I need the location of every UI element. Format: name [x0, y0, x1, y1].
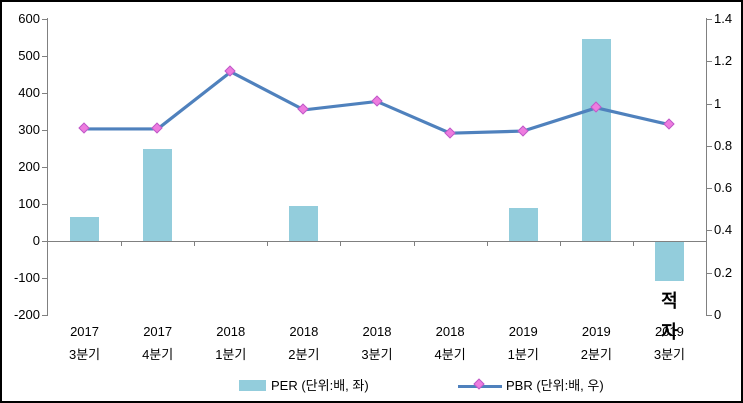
left-axis-tick-label: -100 — [13, 270, 40, 285]
right-axis-tick-label: 0.6 — [714, 180, 733, 196]
x-axis-category-line: 4분기 — [434, 347, 466, 362]
x-axis-category-label: 2017 3분기 — [49, 320, 121, 366]
right-axis-tick — [707, 103, 712, 105]
left-axis-tick-label: 600 — [18, 11, 40, 26]
pbr-marker-2017-3분기 — [78, 122, 90, 135]
x-axis-tick — [413, 242, 415, 246]
x-axis-category-label: 2018 3분기 — [341, 320, 413, 366]
x-axis-category-line: 2019 — [581, 324, 611, 339]
x-axis-category-line: 2018 — [435, 324, 465, 339]
x-axis-category-line: 2분기 — [580, 347, 612, 362]
x-axis-category-label: 2018 1분기 — [195, 320, 267, 366]
pbr-marker-2018-3분기 — [370, 95, 383, 107]
pbr-marker-2017-4분기 — [151, 122, 163, 135]
x-axis-line — [48, 241, 707, 242]
right-axis-tick — [707, 315, 712, 316]
pbr-legend-label: PBR (단위:배, 우) — [506, 378, 604, 393]
deficit-annotation-line: 적 — [661, 291, 678, 311]
x-axis-category-label: 2017 4분기 — [122, 320, 194, 366]
right-axis-tick — [707, 61, 712, 63]
pbr-marker-2019-1분기 — [517, 124, 529, 137]
left-axis-tick-label: -200 — [13, 307, 40, 322]
x-axis-tick — [267, 242, 269, 246]
bar-2019-3분기 — [654, 242, 684, 281]
right-axis-tick-label: 0.8 — [714, 137, 733, 153]
x-axis-category-line: 2018 — [362, 324, 392, 339]
pbr-marker-2018-4분기 — [443, 126, 456, 139]
x-axis-category-label: 2018 2분기 — [268, 320, 340, 366]
x-axis-category-line: 2017 — [70, 324, 99, 339]
x-axis-tick — [194, 242, 196, 246]
right-axis-tick-label: 1.2 — [714, 53, 733, 69]
x-axis-category-label: 2019 3분기 — [633, 320, 705, 366]
left-axis-tick — [42, 278, 47, 279]
x-axis-category-line: 4분기 — [142, 347, 174, 362]
deficit-annotation-line: 자 — [661, 322, 678, 342]
x-axis-category-label: 2019 2분기 — [560, 320, 632, 366]
x-axis-category-line: 3분기 — [68, 347, 101, 362]
x-axis-category-line: 2019 — [508, 324, 538, 339]
x-axis-category-line: 1분기 — [215, 347, 247, 362]
right-axis-tick — [707, 230, 712, 232]
right-axis-tick — [707, 19, 712, 20]
x-axis-tick — [559, 242, 561, 246]
bar-2017-3분기 — [70, 216, 100, 241]
left-axis-tick-label: 400 — [18, 85, 40, 100]
x-axis-tick — [632, 242, 634, 246]
x-axis-category-line: 1분기 — [507, 347, 539, 362]
x-axis-category-line: 2017 — [143, 324, 173, 339]
left-axis-tick-label: 100 — [18, 196, 40, 211]
left-axis-tick — [42, 130, 47, 131]
left-axis-tick-label: 500 — [18, 48, 40, 63]
per-legend-swatch — [239, 380, 266, 391]
x-axis-category-label: 2019 1분기 — [487, 320, 559, 366]
x-axis-category-label: 2018 4분기 — [414, 320, 486, 366]
right-axis-tick-label: 1.4 — [714, 11, 733, 26]
left-axis-tick-label: 200 — [18, 159, 40, 174]
right-axis-tick-label: 0.2 — [714, 264, 733, 280]
pbr-marker-2018-1분기 — [224, 65, 236, 78]
right-axis-line — [706, 18, 707, 316]
pbr-marker-2019-3분기 — [663, 118, 675, 130]
left-axis-tick — [42, 315, 47, 316]
left-axis-tick — [42, 93, 47, 94]
bar-2019-1분기 — [508, 207, 538, 241]
x-axis-category-line: 2018 — [289, 324, 319, 339]
left-axis-tick-label: 300 — [18, 122, 40, 137]
left-axis-tick — [42, 241, 47, 242]
x-axis-tick — [121, 242, 123, 246]
right-axis-tick — [707, 145, 712, 147]
left-axis-tick — [42, 19, 47, 20]
x-axis-category-line: 2분기 — [288, 347, 320, 362]
x-axis-tick — [486, 242, 488, 246]
x-axis-category-line: 3분기 — [361, 347, 393, 362]
bar-2017-4분기 — [143, 148, 173, 241]
bar-2019-2분기 — [581, 39, 611, 241]
left-axis-tick — [42, 56, 47, 57]
bar-2018-2분기 — [289, 205, 319, 241]
left-axis-line — [47, 18, 48, 316]
right-axis-tick-label: 0.4 — [714, 222, 733, 238]
per-legend-label: PER (단위:배, 좌) — [271, 378, 369, 393]
left-axis-tick — [42, 204, 47, 205]
x-axis-category-line: 2018 — [216, 324, 246, 339]
pbr-marker-2018-2분기 — [297, 103, 310, 116]
x-axis-tick — [340, 242, 342, 246]
right-axis-tick-label: 1 — [714, 95, 722, 111]
right-axis-tick-label: 0 — [714, 307, 722, 322]
left-axis-tick-label: 0 — [32, 233, 40, 248]
x-axis-category-line: 3분기 — [653, 347, 686, 362]
x-axis-category-line: 2019 — [654, 324, 684, 339]
right-axis-tick — [707, 188, 712, 190]
left-axis-tick — [42, 167, 47, 168]
right-axis-tick — [707, 272, 712, 274]
